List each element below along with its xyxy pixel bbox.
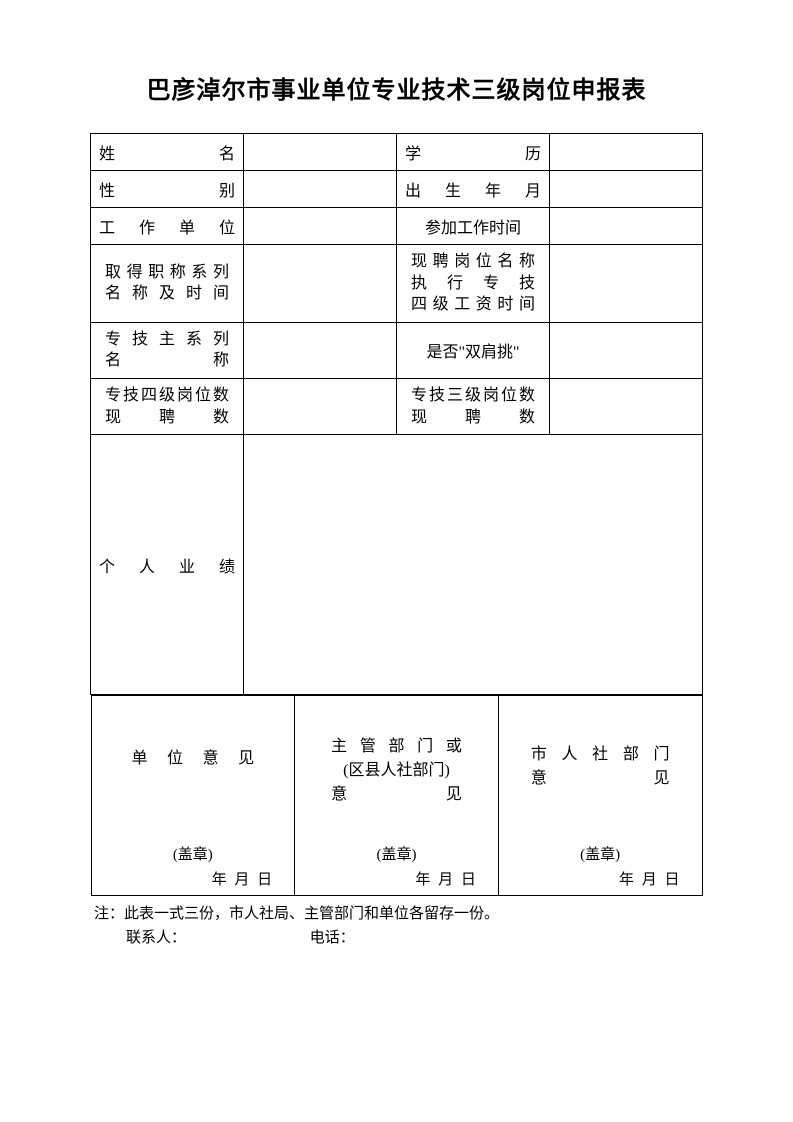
label-main-series-l2: 名称 — [99, 350, 235, 372]
value-title-series — [244, 245, 397, 323]
label-title-series-l1: 取得职称系列 — [99, 262, 235, 284]
value-name — [244, 134, 397, 171]
value-dual-role — [550, 322, 703, 378]
label-level3-count-l1: 专技三级岗位数 — [405, 385, 541, 407]
value-worktime — [550, 208, 703, 245]
value-workunit — [244, 208, 397, 245]
value-education — [550, 134, 703, 171]
row-opinions: 单位意见 (盖章) 年 月 日 主管部门或 (区县人 — [91, 695, 703, 897]
row-gender-birth: 性别 出生年月 — [91, 171, 703, 208]
label-name: 姓名 — [91, 134, 244, 171]
note-line1: 注：此表一式三份，市人社局、主管部门和单位各留存一份。 — [94, 902, 703, 926]
label-dual-role: 是否"双肩挑" — [397, 322, 550, 378]
note-tel: 电话： — [310, 926, 355, 950]
value-main-series — [244, 322, 397, 378]
label-education: 学历 — [397, 134, 550, 171]
label-gender: 性别 — [91, 171, 244, 208]
label-level3-count-l2: 现聘数 — [405, 407, 541, 429]
opinion-city-date: 年 月 日 — [509, 868, 692, 889]
opinion-dept-l2: (区县人社部门) — [305, 756, 488, 780]
value-current-position — [550, 245, 703, 323]
row-main-series: 专技主系列 名称 是否"双肩挑" — [91, 322, 703, 378]
value-birth — [550, 171, 703, 208]
row-position-counts: 专技四级岗位数 现聘数 专技三级岗位数 现聘数 — [91, 378, 703, 434]
label-birth: 出生年月 — [397, 171, 550, 208]
opinion-dept-date: 年 月 日 — [305, 868, 488, 889]
value-gender — [244, 171, 397, 208]
opinion-city-stamp: (盖章) — [509, 843, 692, 864]
label-level4-count: 专技四级岗位数 现聘数 — [91, 378, 244, 434]
label-level3-count: 专技三级岗位数 现聘数 — [397, 378, 550, 434]
label-level4-count-l1: 专技四级岗位数 — [99, 385, 235, 407]
row-title-series: 取得职称系列 名称及时间 现聘岗位名称 执行专技 四级工资时间 — [91, 245, 703, 323]
opinion-unit-stamp: (盖章) — [102, 843, 285, 864]
label-level4-count-l2: 现聘数 — [99, 407, 235, 429]
label-main-series: 专技主系列 名称 — [91, 322, 244, 378]
opinion-dept-stamp: (盖章) — [305, 843, 488, 864]
form-notes: 注：此表一式三份，市人社局、主管部门和单位各留存一份。 联系人： 电话： — [90, 902, 703, 950]
label-title-series-l2: 名称及时间 — [99, 283, 235, 305]
label-achievement: 个人业绩 — [91, 435, 244, 695]
opinion-unit-label: 单位意见 — [102, 744, 285, 768]
note-contact: 联系人： — [126, 930, 186, 946]
opinion-dept-l3: 意见 — [305, 780, 488, 804]
opinion-unit: 单位意见 (盖章) 年 月 日 — [92, 696, 295, 895]
row-workunit-worktime: 工作单位 参加工作时间 — [91, 208, 703, 245]
opinion-unit-date: 年 月 日 — [102, 868, 285, 889]
label-worktime: 参加工作时间 — [397, 208, 550, 245]
opinion-city: 市人社部门 意见 (盖章) 年 月 日 — [499, 696, 702, 895]
value-level3-count — [550, 378, 703, 434]
label-current-position-l3: 四级工资时间 — [405, 294, 541, 316]
opinion-dept-l1: 主管部门或 — [305, 732, 488, 756]
application-form-table: 姓名 学历 性别 出生年月 工作单位 参加工作时间 取得职称系列 名称及时间 现… — [90, 133, 703, 896]
label-title-series: 取得职称系列 名称及时间 — [91, 245, 244, 323]
label-workunit: 工作单位 — [91, 208, 244, 245]
label-current-position: 现聘岗位名称 执行专技 四级工资时间 — [397, 245, 550, 323]
label-current-position-l2: 执行专技 — [405, 273, 541, 295]
form-title: 巴彦淖尔市事业单位专业技术三级岗位申报表 — [90, 70, 703, 105]
value-achievement — [244, 435, 703, 695]
opinion-dept: 主管部门或 (区县人社部门) 意见 (盖章) 年 月 日 — [295, 696, 498, 895]
row-name-education: 姓名 学历 — [91, 134, 703, 171]
label-current-position-l1: 现聘岗位名称 — [405, 251, 541, 273]
opinion-city-l1: 市人社部门 — [509, 740, 692, 764]
label-main-series-l1: 专技主系列 — [99, 329, 235, 351]
value-level4-count — [244, 378, 397, 434]
opinion-city-l2: 意见 — [509, 764, 692, 788]
row-achievement: 个人业绩 — [91, 435, 703, 695]
